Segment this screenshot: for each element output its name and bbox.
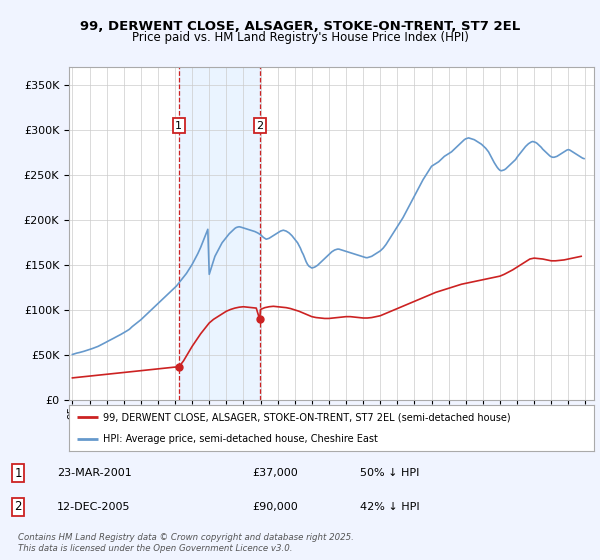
Text: 1: 1 — [175, 121, 182, 130]
Text: 1: 1 — [14, 466, 22, 480]
Text: 99, DERWENT CLOSE, ALSAGER, STOKE-ON-TRENT, ST7 2EL (semi-detached house): 99, DERWENT CLOSE, ALSAGER, STOKE-ON-TRE… — [103, 412, 511, 422]
Text: 23-MAR-2001: 23-MAR-2001 — [57, 468, 132, 478]
Text: 99, DERWENT CLOSE, ALSAGER, STOKE-ON-TRENT, ST7 2EL: 99, DERWENT CLOSE, ALSAGER, STOKE-ON-TRE… — [80, 20, 520, 32]
Text: 42% ↓ HPI: 42% ↓ HPI — [360, 502, 419, 512]
Text: HPI: Average price, semi-detached house, Cheshire East: HPI: Average price, semi-detached house,… — [103, 435, 378, 444]
Text: 2: 2 — [14, 500, 22, 514]
Text: Contains HM Land Registry data © Crown copyright and database right 2025.
This d: Contains HM Land Registry data © Crown c… — [18, 533, 354, 553]
Text: 12-DEC-2005: 12-DEC-2005 — [57, 502, 131, 512]
Text: 50% ↓ HPI: 50% ↓ HPI — [360, 468, 419, 478]
Text: £90,000: £90,000 — [252, 502, 298, 512]
Text: £37,000: £37,000 — [252, 468, 298, 478]
Text: 2: 2 — [256, 121, 263, 130]
Text: Price paid vs. HM Land Registry's House Price Index (HPI): Price paid vs. HM Land Registry's House … — [131, 31, 469, 44]
Bar — [179, 67, 260, 400]
